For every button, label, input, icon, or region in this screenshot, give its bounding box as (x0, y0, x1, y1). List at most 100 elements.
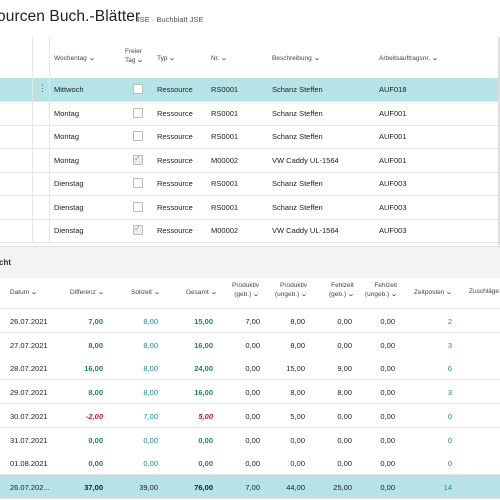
cell-sollzeit: 0,00 (143, 459, 158, 469)
cell-nr[interactable]: M00002 (211, 226, 239, 235)
cell-beschreibung[interactable]: Schanz Steffen (272, 202, 323, 212)
chevron-down-icon: ⌄ (430, 55, 440, 62)
cell-arbeitsauftrag[interactable]: AUF003 (379, 226, 407, 235)
cell-typ[interactable]: Ressource (157, 85, 193, 94)
column-header-sollzeit[interactable]: Sollzeit⌄ (131, 289, 162, 296)
cell-nr[interactable]: RS0001 (211, 179, 239, 188)
table-row[interactable]: 29.07.2021 8,00 8,00 16,00 0,00 8,00 8,00 0,00 3 (0, 380, 500, 405)
cell-beschreibung[interactable]: Schanz Steffen (272, 179, 323, 188)
column-header-freier-tag[interactable]: Freier Tag⌄ (125, 48, 145, 64)
column-header-nr[interactable]: Nr.⌄ (211, 55, 229, 62)
cell-beschreibung[interactable]: VW Caddy UL-1564 (272, 155, 339, 165)
cell-differenz: 7,00 (88, 317, 103, 326)
table-row[interactable]: 27.07.2021 8,00 8,00 16,00 0,00 8,00 0,00 0,00 3 (0, 332, 500, 357)
table-row[interactable]: 31.07.2021 0,00 0,00 0,00 0,00 0,00 0,00 0,00 0 (0, 427, 500, 452)
freier-tag-checkbox[interactable] (133, 131, 143, 141)
cell-pungeb: 0,00 (290, 435, 305, 445)
column-header-beschreibung[interactable]: Beschreibung⌄ (272, 55, 321, 62)
table-row[interactable]: Dienstag Ressource M00002 VW Caddy UL-1564 A… (0, 219, 500, 243)
cell-beschreibung[interactable]: Schanz Steffen (272, 85, 323, 94)
column-header-zuschlaege[interactable]: Zuschläge (469, 288, 499, 295)
freier-tag-checkbox[interactable] (133, 107, 143, 118)
cell-zeitposten[interactable]: 3 (447, 388, 452, 398)
freier-tag-checkbox[interactable] (133, 84, 143, 94)
cell-beschreibung[interactable]: Schanz Steffen (272, 132, 323, 141)
cell-zeitposten[interactable]: 2 (447, 317, 452, 326)
chevron-down-icon: ⌄ (252, 291, 261, 298)
column-divider (32, 219, 33, 242)
column-header-gesamt[interactable]: Gesamt⌄ (186, 289, 218, 296)
chevron-down-icon: ⌄ (29, 289, 39, 296)
column-header-produktiv-ungeb[interactable]: Produktiv (ungeb.)⌄ (275, 282, 309, 298)
cell-zeitposten[interactable]: 6 (447, 364, 452, 374)
column-header-typ[interactable]: Typ⌄ (157, 55, 177, 62)
cell-wochentag[interactable]: Dienstag (54, 226, 84, 235)
cell-beschreibung[interactable]: VW Caddy UL-1564 (272, 226, 339, 235)
column-divider (49, 125, 50, 148)
section-label: cht (0, 258, 11, 267)
cell-typ[interactable]: Ressource (157, 132, 193, 141)
cell-typ[interactable]: Ressource (157, 202, 193, 212)
cell-arbeitsauftrag[interactable]: AUF001 (379, 155, 407, 165)
cell-nr[interactable]: RS0001 (211, 132, 239, 141)
column-header-arbeitsauftrag[interactable]: Arbeitsauftragsnr.⌄ (379, 55, 440, 62)
chevron-down-icon: ⌄ (220, 55, 229, 62)
freier-tag-checkbox[interactable] (133, 178, 143, 188)
freier-tag-checkbox[interactable] (133, 201, 143, 212)
table-row[interactable]: 26.07.2021 7,00 8,00 15,00 7,00 8,00 0,00 0,00 2 (0, 309, 500, 333)
cell-typ[interactable]: Ressource (157, 179, 193, 188)
column-divider (32, 78, 33, 101)
chevron-down-icon: ⌄ (312, 55, 321, 62)
cell-arbeitsauftrag[interactable]: AUF018 (379, 85, 407, 94)
column-header-differenz[interactable]: Differenz⌄ (70, 289, 105, 296)
cell-nr[interactable]: RS0001 (211, 202, 239, 212)
cell-wochentag[interactable]: Dienstag (54, 202, 84, 212)
column-header-datum[interactable]: Datum⌄ (10, 289, 39, 296)
cell-wochentag[interactable]: Dienstag (54, 179, 84, 188)
table-row[interactable]: Montag Ressource M00002 VW Caddy UL-1564 AUF… (0, 148, 500, 173)
cell-zeitposten[interactable]: 14 (443, 482, 452, 492)
table-row[interactable]: 28.07.2021 16,00 8,00 24,00 0,00 15,00 9,00 0,0… (0, 356, 500, 381)
cell-zeitposten[interactable]: 3 (447, 340, 452, 350)
cell-typ[interactable]: Ressource (157, 226, 193, 235)
table-header: Datum⌄ Differenz⌄ Sollzeit⌄ Gesamt⌄ Prod… (0, 277, 500, 309)
cell-arbeitsauftrag[interactable]: AUF001 (379, 132, 407, 141)
cell-arbeitsauftrag[interactable]: AUF003 (379, 202, 407, 212)
column-header-zeitposten[interactable]: Zeitposten⌄ (414, 289, 454, 296)
cell-wochentag[interactable]: Montag (54, 155, 80, 165)
scrollbar[interactable] (498, 37, 500, 245)
table-row[interactable]: Dienstag Ressource RS0001 Schanz Steffen AUF… (0, 172, 500, 196)
cell-arbeitsauftrag[interactable]: AUF001 (379, 108, 407, 118)
cell-gesamt: 5,00 (198, 411, 213, 421)
table-row[interactable]: 01.08.2021 0,00 0,00 0,00 0,00 0,00 0,00 0,00 0 (0, 451, 500, 476)
table-row[interactable]: Montag Ressource RS0001 Schanz Steffen AUF00… (0, 101, 500, 126)
column-header-wochentag[interactable]: Wochentag⌄ (54, 55, 96, 62)
table-row[interactable]: 30.07.2021 -2,00 7,00 5,00 0,00 5,00 0,00 0,00 0 (0, 403, 500, 428)
cell-nr[interactable]: RS0001 (211, 85, 239, 94)
cell-beschreibung[interactable]: Schanz Steffen (272, 108, 323, 118)
cell-zeitposten[interactable]: 0 (447, 459, 452, 469)
table-row[interactable]: ⋮ Mittwoch Ressource RS0001 Schanz Steffen AU… (0, 78, 500, 102)
cell-typ[interactable]: Ressource (157, 155, 193, 165)
column-header-fehlzeit-ungeb[interactable]: Fehlzeit (ungeb.)⌄ (365, 282, 399, 298)
cell-arbeitsauftrag[interactable]: AUF003 (379, 179, 407, 188)
cell-wochentag[interactable]: Montag (54, 108, 80, 118)
freier-tag-checkbox[interactable] (133, 154, 143, 165)
cell-typ[interactable]: Ressource (157, 108, 193, 118)
freier-tag-checkbox[interactable] (133, 224, 143, 235)
cell-nr[interactable]: RS0001 (211, 108, 239, 118)
cell-wochentag[interactable]: Mittwoch (54, 85, 84, 94)
column-header-produktiv-geb[interactable]: Produktiv (geb.)⌄ (232, 282, 261, 298)
cell-wochentag[interactable]: Montag (54, 132, 80, 141)
cell-zeitposten[interactable]: 0 (447, 411, 452, 421)
cell-nr[interactable]: M00002 (211, 155, 239, 165)
cell-datum: 28.07.2021 (10, 364, 48, 374)
table-row[interactable]: Montag Ressource RS0001 Schanz Steffen AUF00… (0, 125, 500, 149)
breadcrumb[interactable]: JSE · Buchblatt JSE (136, 15, 204, 24)
cell-sollzeit: 8,00 (143, 364, 158, 374)
more-options-icon[interactable]: ⋮ (38, 83, 47, 93)
cell-zeitposten[interactable]: 0 (447, 435, 452, 445)
total-row[interactable]: 26.07.202... 37,00 39,00 76,00 7,00 44,00 25,0… (0, 474, 500, 499)
table-row[interactable]: Dienstag Ressource RS0001 Schanz Steffen AUF… (0, 195, 500, 220)
column-header-fehlzeit-geb[interactable]: Fehlzeit (geb.)⌄ (329, 282, 356, 298)
